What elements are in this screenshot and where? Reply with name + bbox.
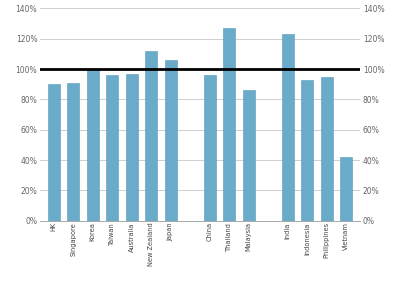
Bar xyxy=(67,83,79,221)
Bar xyxy=(126,74,138,221)
Bar xyxy=(106,75,118,221)
Bar xyxy=(145,51,157,221)
Bar xyxy=(165,60,176,221)
Bar xyxy=(302,80,313,221)
Bar xyxy=(282,34,294,221)
Bar xyxy=(48,84,60,221)
Bar xyxy=(204,75,216,221)
Bar xyxy=(340,157,352,221)
Bar xyxy=(321,77,333,221)
Bar xyxy=(224,28,235,221)
Bar xyxy=(87,69,98,221)
Bar xyxy=(243,90,255,221)
